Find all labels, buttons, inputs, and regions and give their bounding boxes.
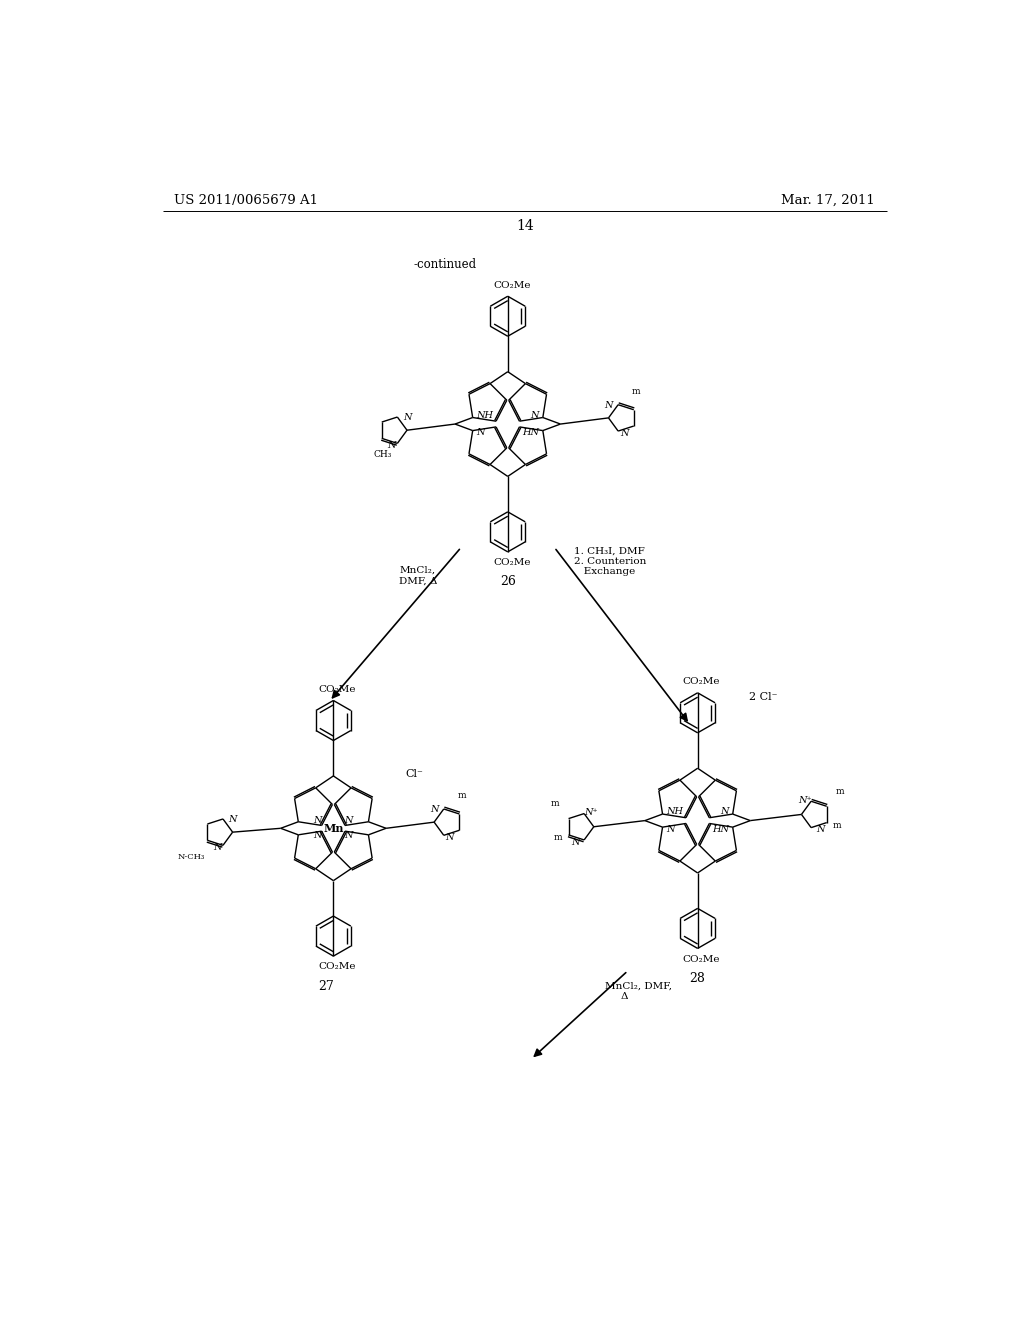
Text: Mn: Mn bbox=[324, 822, 344, 834]
Text: CO₂Me: CO₂Me bbox=[683, 677, 720, 686]
Text: N: N bbox=[571, 838, 580, 846]
Text: N: N bbox=[476, 429, 485, 437]
Text: m: m bbox=[551, 799, 559, 808]
Text: N: N bbox=[430, 805, 438, 814]
Text: Δ: Δ bbox=[621, 991, 628, 1001]
Text: N: N bbox=[816, 825, 824, 834]
Text: m: m bbox=[833, 821, 842, 830]
Text: m: m bbox=[458, 792, 466, 800]
Text: N: N bbox=[228, 816, 237, 824]
Text: CO₂Me: CO₂Me bbox=[493, 281, 530, 290]
Text: HN: HN bbox=[712, 825, 729, 834]
Text: N: N bbox=[213, 843, 221, 851]
Text: HN: HN bbox=[522, 429, 539, 437]
Text: NH: NH bbox=[667, 808, 683, 816]
Text: N⁺: N⁺ bbox=[798, 796, 811, 805]
Text: -continued: -continued bbox=[414, 259, 476, 271]
Text: 1. CH₃I, DMF: 1. CH₃I, DMF bbox=[573, 546, 644, 556]
Text: N: N bbox=[445, 833, 454, 842]
Text: MnCl₂,: MnCl₂, bbox=[399, 566, 435, 574]
Text: CO₂Me: CO₂Me bbox=[493, 558, 530, 568]
Text: Exchange: Exchange bbox=[573, 566, 635, 576]
Text: 14: 14 bbox=[516, 219, 534, 234]
Text: MnCl₂, DMF,: MnCl₂, DMF, bbox=[604, 982, 672, 990]
Text: N: N bbox=[604, 401, 612, 411]
Text: 26: 26 bbox=[500, 576, 516, 589]
Text: 2. Counterion: 2. Counterion bbox=[573, 557, 646, 565]
Text: N: N bbox=[345, 832, 353, 841]
Text: N-CH₃: N-CH₃ bbox=[177, 853, 205, 861]
Text: m: m bbox=[554, 833, 562, 842]
Text: Cl⁻: Cl⁻ bbox=[406, 770, 424, 779]
Text: NH: NH bbox=[476, 411, 494, 420]
Text: N: N bbox=[402, 413, 412, 422]
Text: N: N bbox=[313, 832, 323, 841]
Text: N: N bbox=[620, 429, 629, 438]
Text: m: m bbox=[836, 787, 845, 796]
Text: DMF, Δ: DMF, Δ bbox=[399, 577, 437, 586]
Text: N: N bbox=[387, 441, 395, 450]
Text: N: N bbox=[720, 808, 729, 816]
Text: CH₃: CH₃ bbox=[373, 450, 391, 459]
Text: N: N bbox=[530, 411, 539, 420]
Text: N: N bbox=[313, 816, 323, 825]
Text: N: N bbox=[667, 825, 675, 834]
Text: N: N bbox=[345, 816, 353, 825]
Text: CO₂Me: CO₂Me bbox=[318, 962, 356, 972]
Text: US 2011/0065679 A1: US 2011/0065679 A1 bbox=[174, 194, 318, 207]
Text: CO₂Me: CO₂Me bbox=[683, 954, 720, 964]
Text: N⁺: N⁺ bbox=[584, 808, 597, 817]
Text: CO₂Me: CO₂Me bbox=[318, 685, 356, 694]
Text: 28: 28 bbox=[690, 972, 706, 985]
Text: m: m bbox=[632, 387, 641, 396]
Text: Mar. 17, 2011: Mar. 17, 2011 bbox=[781, 194, 876, 207]
Text: 27: 27 bbox=[317, 979, 334, 993]
Text: 2 Cl⁻: 2 Cl⁻ bbox=[750, 693, 778, 702]
